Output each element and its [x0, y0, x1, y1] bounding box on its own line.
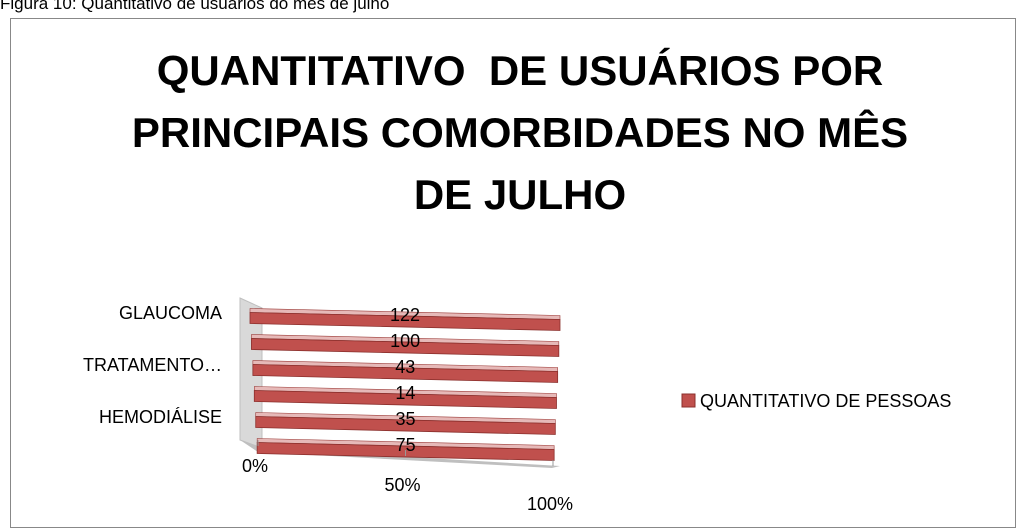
bar: [252, 364, 559, 383]
bar: [251, 338, 560, 357]
value-label: 122: [390, 305, 420, 325]
value-label: 75: [396, 435, 416, 455]
y-tick-label: HEMODIÁLISE: [99, 407, 222, 427]
bar: [249, 312, 561, 331]
y-tick-label: TRATAMENTO…: [83, 355, 222, 375]
x-tick-label: 100%: [527, 494, 573, 514]
value-label: 14: [395, 383, 415, 403]
x-tick-label: 50%: [384, 475, 420, 495]
bar: [253, 390, 557, 409]
value-label: 100: [390, 331, 420, 351]
legend-swatch: [681, 393, 696, 408]
value-label: 35: [396, 409, 416, 429]
value-label: 43: [395, 357, 415, 377]
y-tick-label: GLAUCOMA: [119, 303, 222, 323]
x-tick-label: 0%: [242, 456, 268, 476]
caption: Figura 10: Quantitativo de usuários do m…: [0, 0, 390, 13]
chart-title: QUANTITATIVO DE USUÁRIOS POR PRINCIPAIS …: [131, 47, 920, 218]
legend-label: QUANTITATIVO DE PESSOAS: [700, 391, 951, 411]
bar: [255, 416, 556, 435]
